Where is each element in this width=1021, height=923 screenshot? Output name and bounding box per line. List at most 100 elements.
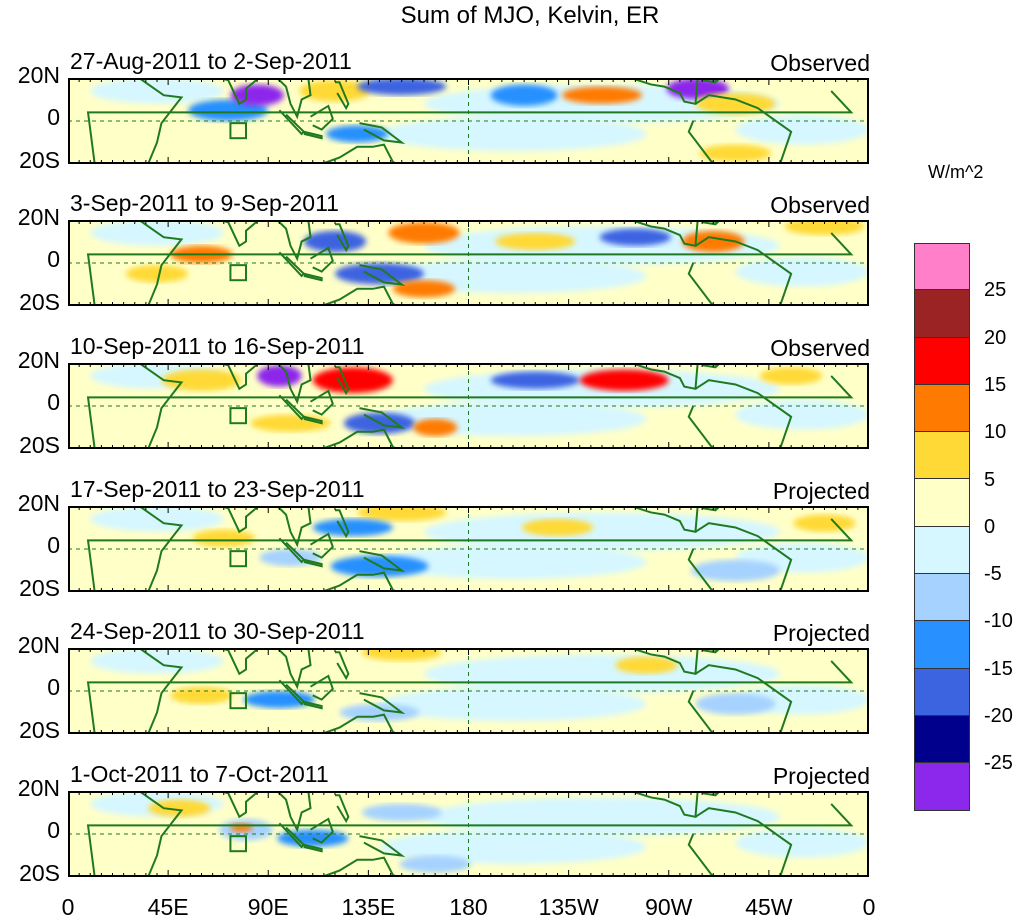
coastline xyxy=(321,571,398,592)
panel-type-label: Projected xyxy=(772,763,870,789)
coastline xyxy=(335,651,350,681)
coastline xyxy=(310,246,334,273)
panel-type-label: Projected xyxy=(772,620,870,646)
latitude-label: 20N xyxy=(17,204,60,230)
latitude-label: 20S xyxy=(19,860,60,886)
coastline xyxy=(335,509,350,539)
latitude-label: 20N xyxy=(17,632,60,658)
coastline xyxy=(321,713,398,734)
map-frame xyxy=(68,363,869,449)
coastline xyxy=(687,664,793,734)
panel-type-label: Observed xyxy=(770,335,870,361)
coastline xyxy=(276,506,312,548)
coastline xyxy=(86,648,854,734)
coastline xyxy=(321,285,398,306)
anomaly-contour xyxy=(303,230,367,253)
coastline xyxy=(335,81,350,111)
anomaly-band xyxy=(735,399,869,430)
anomaly-contour xyxy=(192,529,255,547)
anomaly-contour xyxy=(388,222,460,244)
anomaly-map xyxy=(68,648,869,734)
plot-title: Sum of MJO, Kelvin, ER xyxy=(400,2,660,29)
coastline xyxy=(276,648,312,690)
colorbar-tick-label: -5 xyxy=(984,563,1002,586)
coastline xyxy=(278,679,306,706)
coastline xyxy=(86,78,854,164)
anomaly-contour xyxy=(399,855,471,873)
latitude-label: 20N xyxy=(17,490,60,516)
coastline xyxy=(303,272,323,282)
colorbar-swatch xyxy=(914,526,970,575)
colorbar-tick-label: -15 xyxy=(984,657,1013,680)
coastline xyxy=(310,389,334,416)
colorbar-tick-label: 15 xyxy=(984,373,1007,396)
anomaly-band xyxy=(735,256,869,287)
latitude-label: 0 xyxy=(47,817,60,843)
coastline xyxy=(687,379,793,449)
coastline xyxy=(303,130,323,140)
colorbar-swatch xyxy=(914,243,970,291)
latitude-label: 20S xyxy=(19,575,60,601)
panel-date-range: 17-Sep-2011 to 23-Sep-2011 xyxy=(70,476,365,502)
anomaly-contour xyxy=(695,93,776,115)
latitude-label: 0 xyxy=(47,532,60,558)
colorbar-swatch xyxy=(914,290,970,338)
longitude-label: 0 xyxy=(61,894,75,920)
coastline xyxy=(359,264,406,286)
coastline xyxy=(278,109,306,136)
region-box xyxy=(229,692,248,710)
latitude-label: 0 xyxy=(47,389,60,415)
anomaly-contour xyxy=(521,518,594,537)
anomaly-contour xyxy=(243,691,315,709)
longitude-label: 135W xyxy=(538,894,599,920)
latitude-label: 0 xyxy=(47,246,60,272)
colorbar-swatch xyxy=(914,574,970,622)
coastline xyxy=(687,236,793,306)
coastline xyxy=(687,522,793,592)
panel-type-label: Observed xyxy=(770,50,870,76)
anomaly-contour xyxy=(361,803,442,822)
region-box xyxy=(229,550,248,568)
anomaly-band xyxy=(379,686,647,722)
colorbar-swatch xyxy=(914,668,970,716)
colorbar-tick-label: 10 xyxy=(984,421,1007,444)
coastline xyxy=(321,143,398,164)
anomaly-band xyxy=(424,797,780,837)
coastline xyxy=(359,550,406,572)
coastline xyxy=(687,807,793,877)
coastline xyxy=(630,220,699,247)
anomaly-contour xyxy=(682,230,745,253)
anomaly-band xyxy=(424,654,780,694)
longitude-label: 90E xyxy=(247,894,289,920)
anomaly-contour xyxy=(691,559,780,582)
panel-type-label: Observed xyxy=(770,192,870,218)
coastline xyxy=(321,428,398,449)
anomaly-contour xyxy=(412,418,458,437)
colorbar-tick-label: -25 xyxy=(984,752,1013,775)
anomaly-contour xyxy=(561,86,643,104)
coastline xyxy=(86,506,854,592)
anomaly-contour xyxy=(599,228,671,246)
anomaly-contour xyxy=(495,232,576,251)
anomaly-contour xyxy=(339,703,420,722)
map-frame xyxy=(68,791,869,877)
latitude-label: 20N xyxy=(17,347,60,373)
anomaly-contour xyxy=(357,78,447,96)
longitude-label: 90W xyxy=(645,894,693,920)
coastline xyxy=(303,558,323,568)
latitude-label: 20N xyxy=(17,775,60,801)
anomaly-contour xyxy=(312,367,393,394)
region-box xyxy=(229,835,248,853)
coastline xyxy=(335,366,350,396)
coastline xyxy=(276,791,312,833)
latitude-label: 20S xyxy=(19,147,60,173)
anomaly-contour xyxy=(793,514,856,532)
colorbar-swatch xyxy=(914,432,970,480)
coastline xyxy=(303,700,323,710)
map-frame xyxy=(68,506,869,592)
colorbar-tick-label: 5 xyxy=(984,468,996,491)
coastline xyxy=(86,220,854,306)
colorbar-swatch xyxy=(914,763,970,811)
panel-date-range: 10-Sep-2011 to 16-Sep-2011 xyxy=(70,333,365,359)
anomaly-contour xyxy=(125,265,189,283)
